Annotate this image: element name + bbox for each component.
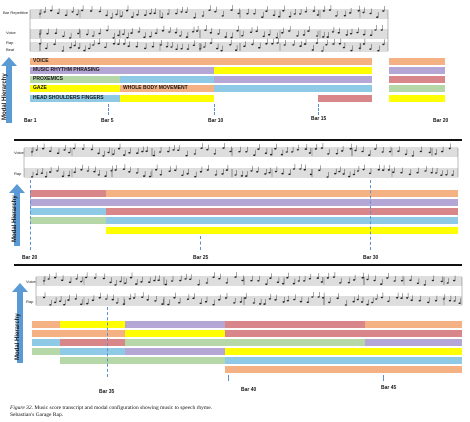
- bar-fingers-d: [318, 95, 372, 102]
- tick-bar-10: Bar 10: [208, 118, 224, 124]
- score-label-rap: Rap: [6, 40, 14, 45]
- bar-proxemics-e: [389, 76, 445, 83]
- mode-gaze: GAZE: [30, 85, 120, 92]
- bar-rhythm-b: [214, 67, 372, 74]
- score-label-top: Bar Repetitive: [3, 10, 29, 15]
- panel-separator-1: [14, 139, 462, 141]
- panel-3: Voice Rap Modal Hierarchy Bar 35 Bar 40 …: [0, 267, 470, 397]
- tick-bar-20: Bar 20: [433, 118, 449, 124]
- tick-bar-5: Bar 5: [101, 118, 114, 124]
- modal-hierarchy-arrow-3: [12, 283, 28, 363]
- modal-hierarchy-arrow-2: [9, 184, 25, 246]
- score-label-rap-2: Rap: [14, 171, 22, 176]
- tick-bar-35: Bar 35: [99, 389, 115, 395]
- score-label-voice-3: Voice: [26, 279, 36, 284]
- mode-rhythm: MUSIC RHYTHM PHRASING: [30, 67, 214, 74]
- bar-proxemics-c: [214, 76, 318, 83]
- bar-rhythm-c: [389, 67, 445, 74]
- tick-bar-25: Bar 25: [193, 255, 209, 261]
- bar-fingers-b: [120, 95, 214, 102]
- mode-whole-body-movement: WHOLE BODY MOVEMENT: [120, 85, 214, 92]
- panel-separator-2: [14, 264, 462, 266]
- caption-text: Music score transcript and modal configu…: [33, 405, 213, 411]
- modal-hierarchy-label-2: Modal Hierarchy: [12, 195, 18, 242]
- panel-2: Voice Rap Modal Hierarchy Bar 20 Bar 25 …: [0, 142, 470, 262]
- bar-proxemics-d: [318, 76, 372, 83]
- bar-gaze-c: [214, 85, 318, 92]
- mode-head-shoulders-fingers: HEAD SHOULDERS FINGERS: [30, 95, 120, 102]
- music-score-1: [29, 5, 389, 52]
- figure-caption: Figure 32. Music score transcript and mo…: [10, 405, 460, 419]
- music-score-3: [35, 272, 463, 306]
- bar-gaze-d: [318, 85, 372, 92]
- caption-line-2: Sebastian's Garage Rap.: [10, 412, 64, 418]
- tick-bar-15: Bar 15: [311, 116, 327, 122]
- panel-1: Bar Repetitive Voice Rap Beat Modal Hier…: [0, 0, 470, 140]
- modal-hierarchy-label-3: Modal Hierarchy: [15, 313, 21, 360]
- tick-bar-40: Bar 40: [241, 387, 257, 393]
- score-label-beat: Beat: [6, 47, 15, 52]
- tick-bar-30: Bar 30: [363, 255, 379, 261]
- score-label-voice: Voice: [6, 30, 16, 35]
- caption-label: Figure 32.: [10, 405, 34, 411]
- music-score-2: [23, 143, 459, 178]
- modal-hierarchy-label: Modal Hierarchy: [2, 73, 8, 120]
- tick-bar-20-b: Bar 20: [22, 255, 38, 261]
- mode-voice: VOICE: [30, 58, 318, 65]
- mode-proxemics: PROXEMICS: [30, 76, 120, 83]
- tick-bar-1: Bar 1: [24, 118, 37, 124]
- score-label-rap-3: Rap: [26, 299, 34, 304]
- modal-hierarchy-arrow: [1, 57, 17, 123]
- score-label-voice-2: Voice: [14, 150, 24, 155]
- bar-voice-b: [318, 58, 372, 65]
- bar-voice-c: [389, 58, 445, 65]
- bar-fingers-e: [389, 95, 445, 102]
- tick-bar-45: Bar 45: [381, 385, 397, 391]
- bar-proxemics-b: [120, 76, 214, 83]
- bar-gaze-e: [389, 85, 445, 92]
